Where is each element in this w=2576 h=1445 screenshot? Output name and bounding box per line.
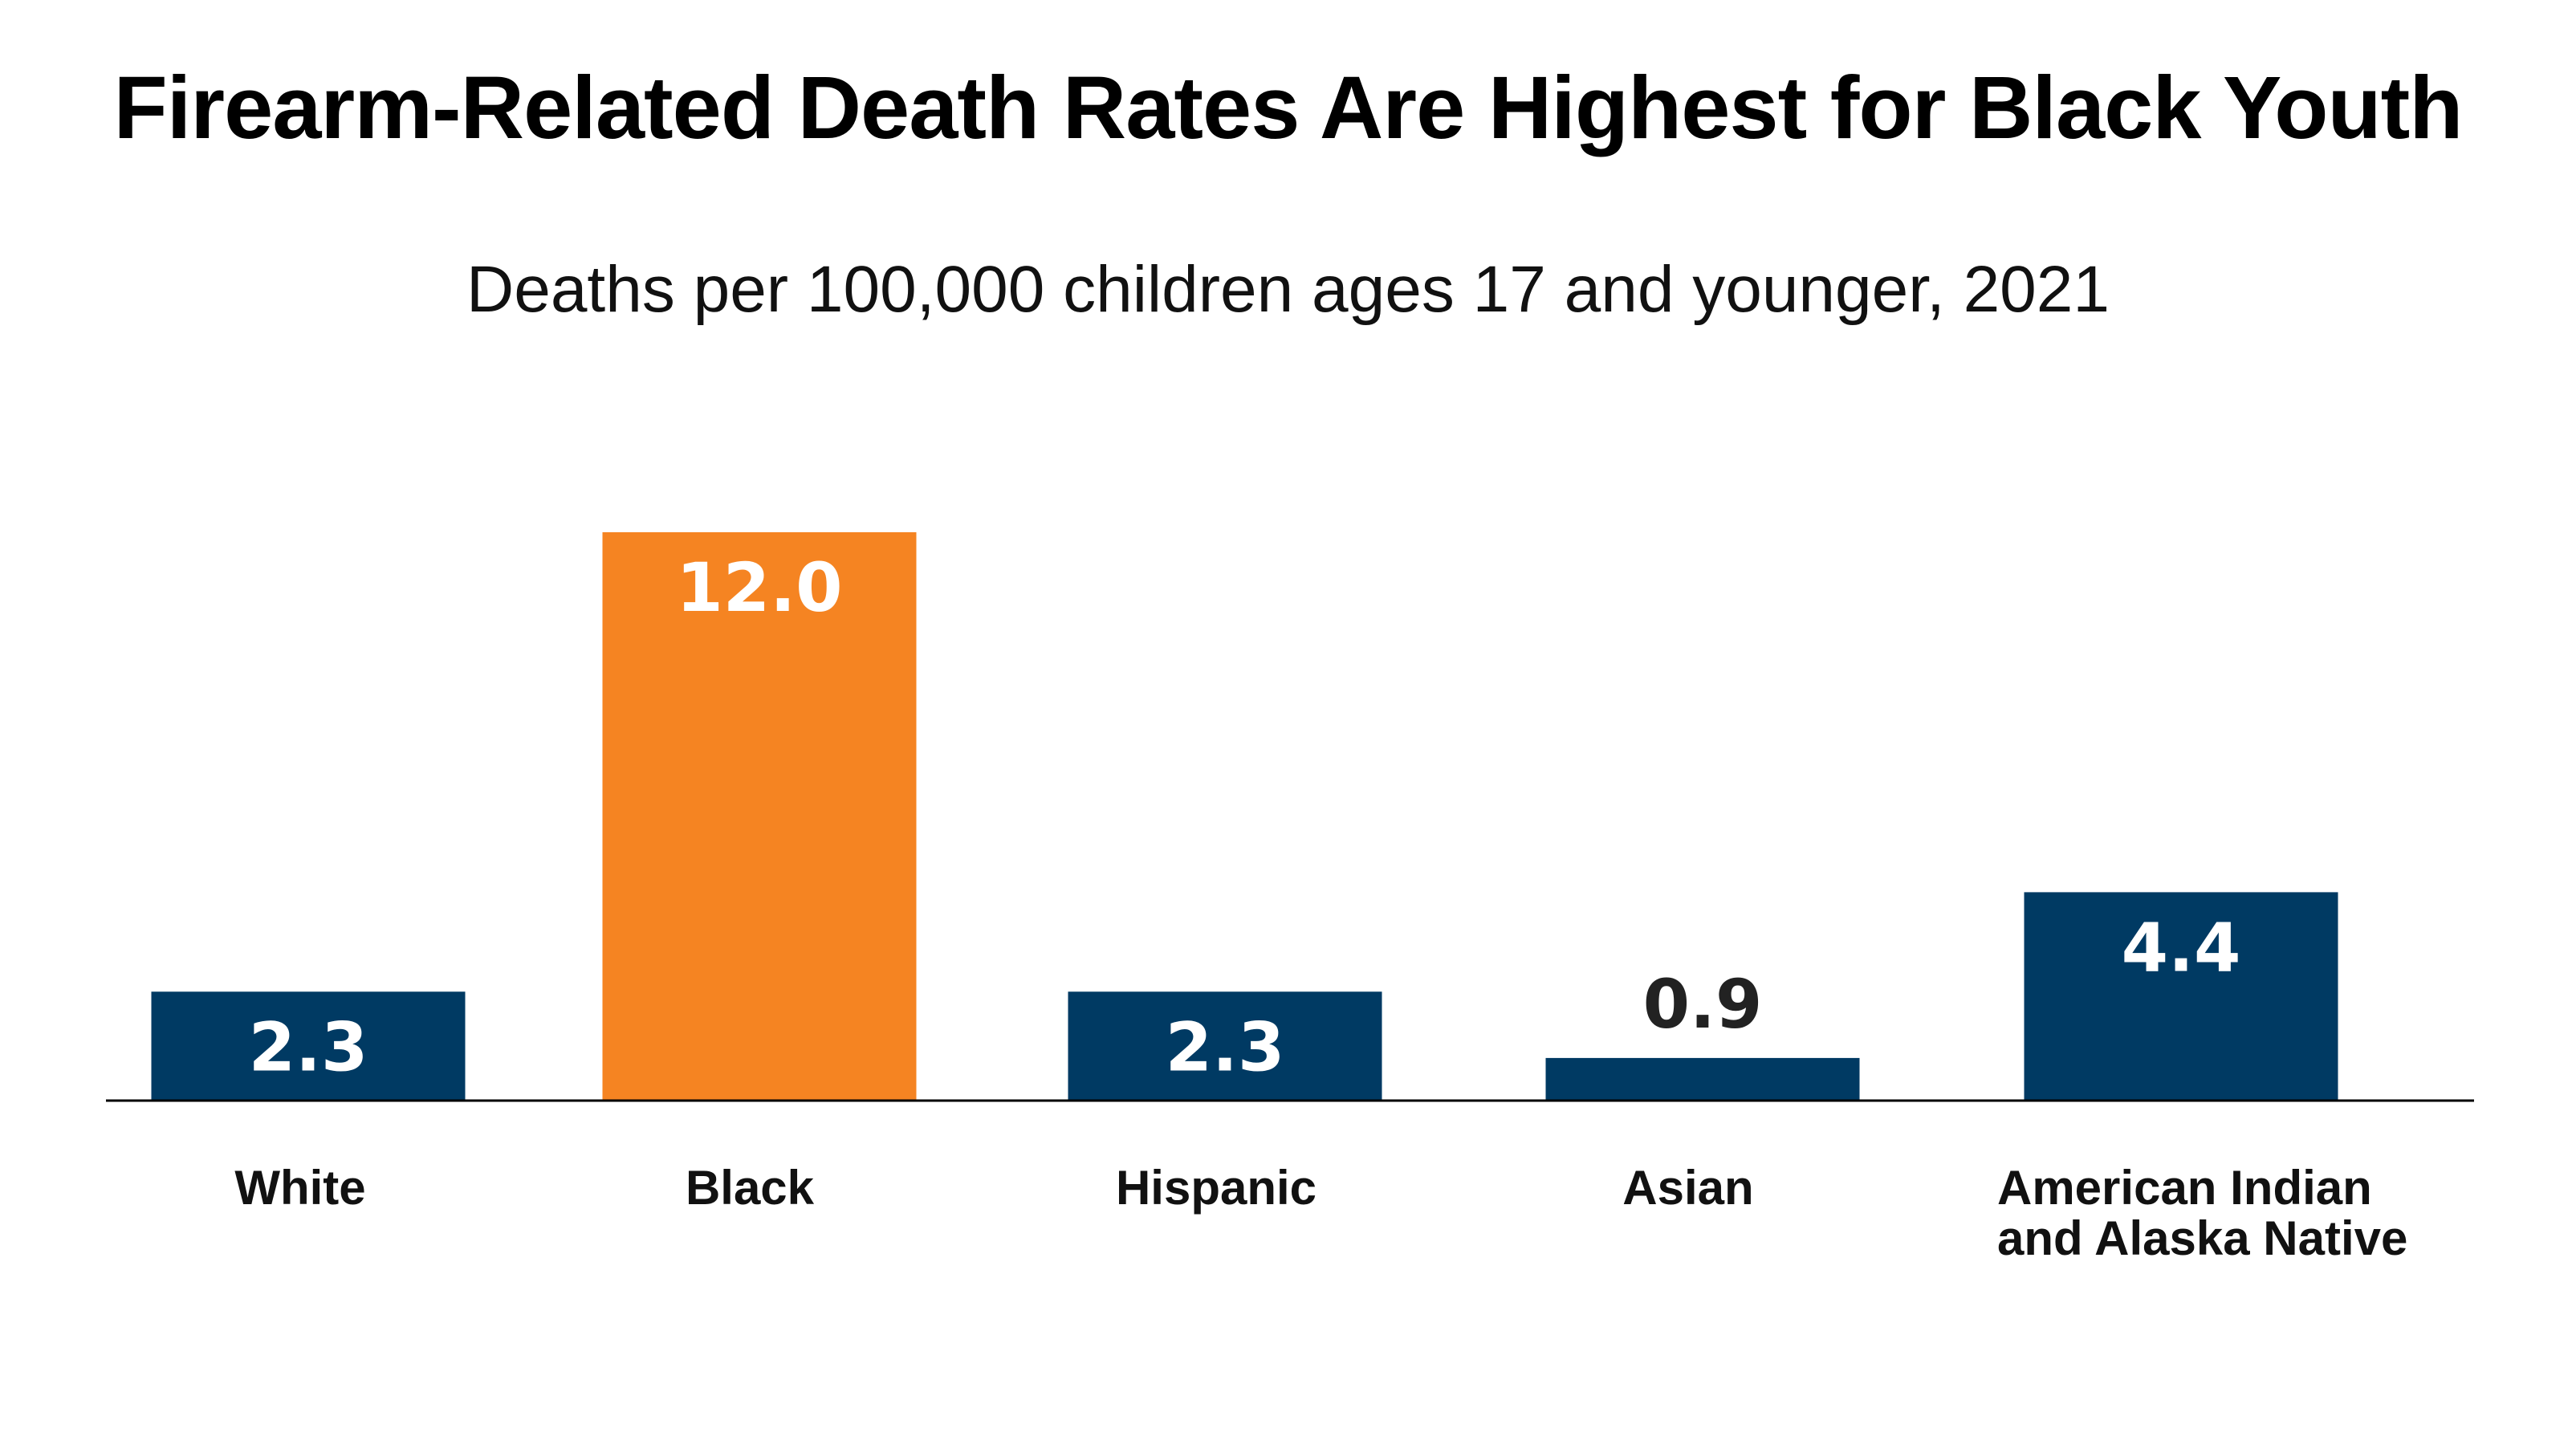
bar-hispanic [1068, 991, 1382, 1101]
x-tick-label: American Indian and Alaska Native [1997, 1161, 2407, 1265]
bar-asian [1545, 1057, 1860, 1101]
data-label: 2.3 [1166, 1007, 1285, 1086]
data-label: 4.4 [2122, 908, 2241, 987]
bar-american-indian [2024, 892, 2338, 1101]
data-label: 12.0 [676, 548, 842, 627]
data-label: 2.3 [249, 1007, 368, 1086]
bar-black [602, 532, 917, 1101]
x-tick-label: White [234, 1161, 365, 1215]
bar-white [151, 991, 466, 1101]
data-label: 0.9 [1643, 965, 1763, 1044]
chart-subtitle: Deaths per 100,000 children ages 17 and … [466, 253, 2110, 326]
chart-title: Firearm-Related Death Rates Are Highest … [113, 59, 2464, 157]
x-tick-label: Hispanic [1116, 1161, 1316, 1215]
x-tick-label: Asian [1622, 1161, 1753, 1215]
x-tick-label: Black [686, 1161, 815, 1215]
